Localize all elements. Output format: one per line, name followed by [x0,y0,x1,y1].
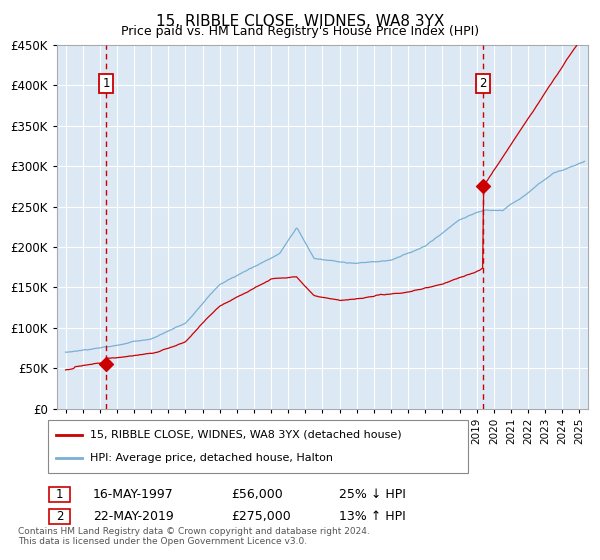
Text: £56,000: £56,000 [231,488,283,501]
Text: 13% ↑ HPI: 13% ↑ HPI [339,510,406,523]
FancyBboxPatch shape [49,487,70,502]
FancyBboxPatch shape [48,420,468,473]
FancyBboxPatch shape [49,508,70,524]
Point [101,359,111,368]
Text: 2: 2 [479,77,487,90]
Text: 15, RIBBLE CLOSE, WIDNES, WA8 3YX: 15, RIBBLE CLOSE, WIDNES, WA8 3YX [156,14,444,29]
Text: 16-MAY-1997: 16-MAY-1997 [93,488,174,501]
Text: HPI: Average price, detached house, Halton: HPI: Average price, detached house, Halt… [90,453,333,463]
Text: 1: 1 [103,77,110,90]
Text: Price paid vs. HM Land Registry's House Price Index (HPI): Price paid vs. HM Land Registry's House … [121,25,479,38]
Text: 1: 1 [56,488,63,501]
Point [478,182,488,191]
Text: Contains HM Land Registry data © Crown copyright and database right 2024.
This d: Contains HM Land Registry data © Crown c… [18,526,370,546]
Text: 25% ↓ HPI: 25% ↓ HPI [339,488,406,501]
Text: 15, RIBBLE CLOSE, WIDNES, WA8 3YX (detached house): 15, RIBBLE CLOSE, WIDNES, WA8 3YX (detac… [90,430,401,440]
Text: £275,000: £275,000 [231,510,291,523]
Text: 2: 2 [56,510,63,523]
Text: 22-MAY-2019: 22-MAY-2019 [93,510,174,523]
